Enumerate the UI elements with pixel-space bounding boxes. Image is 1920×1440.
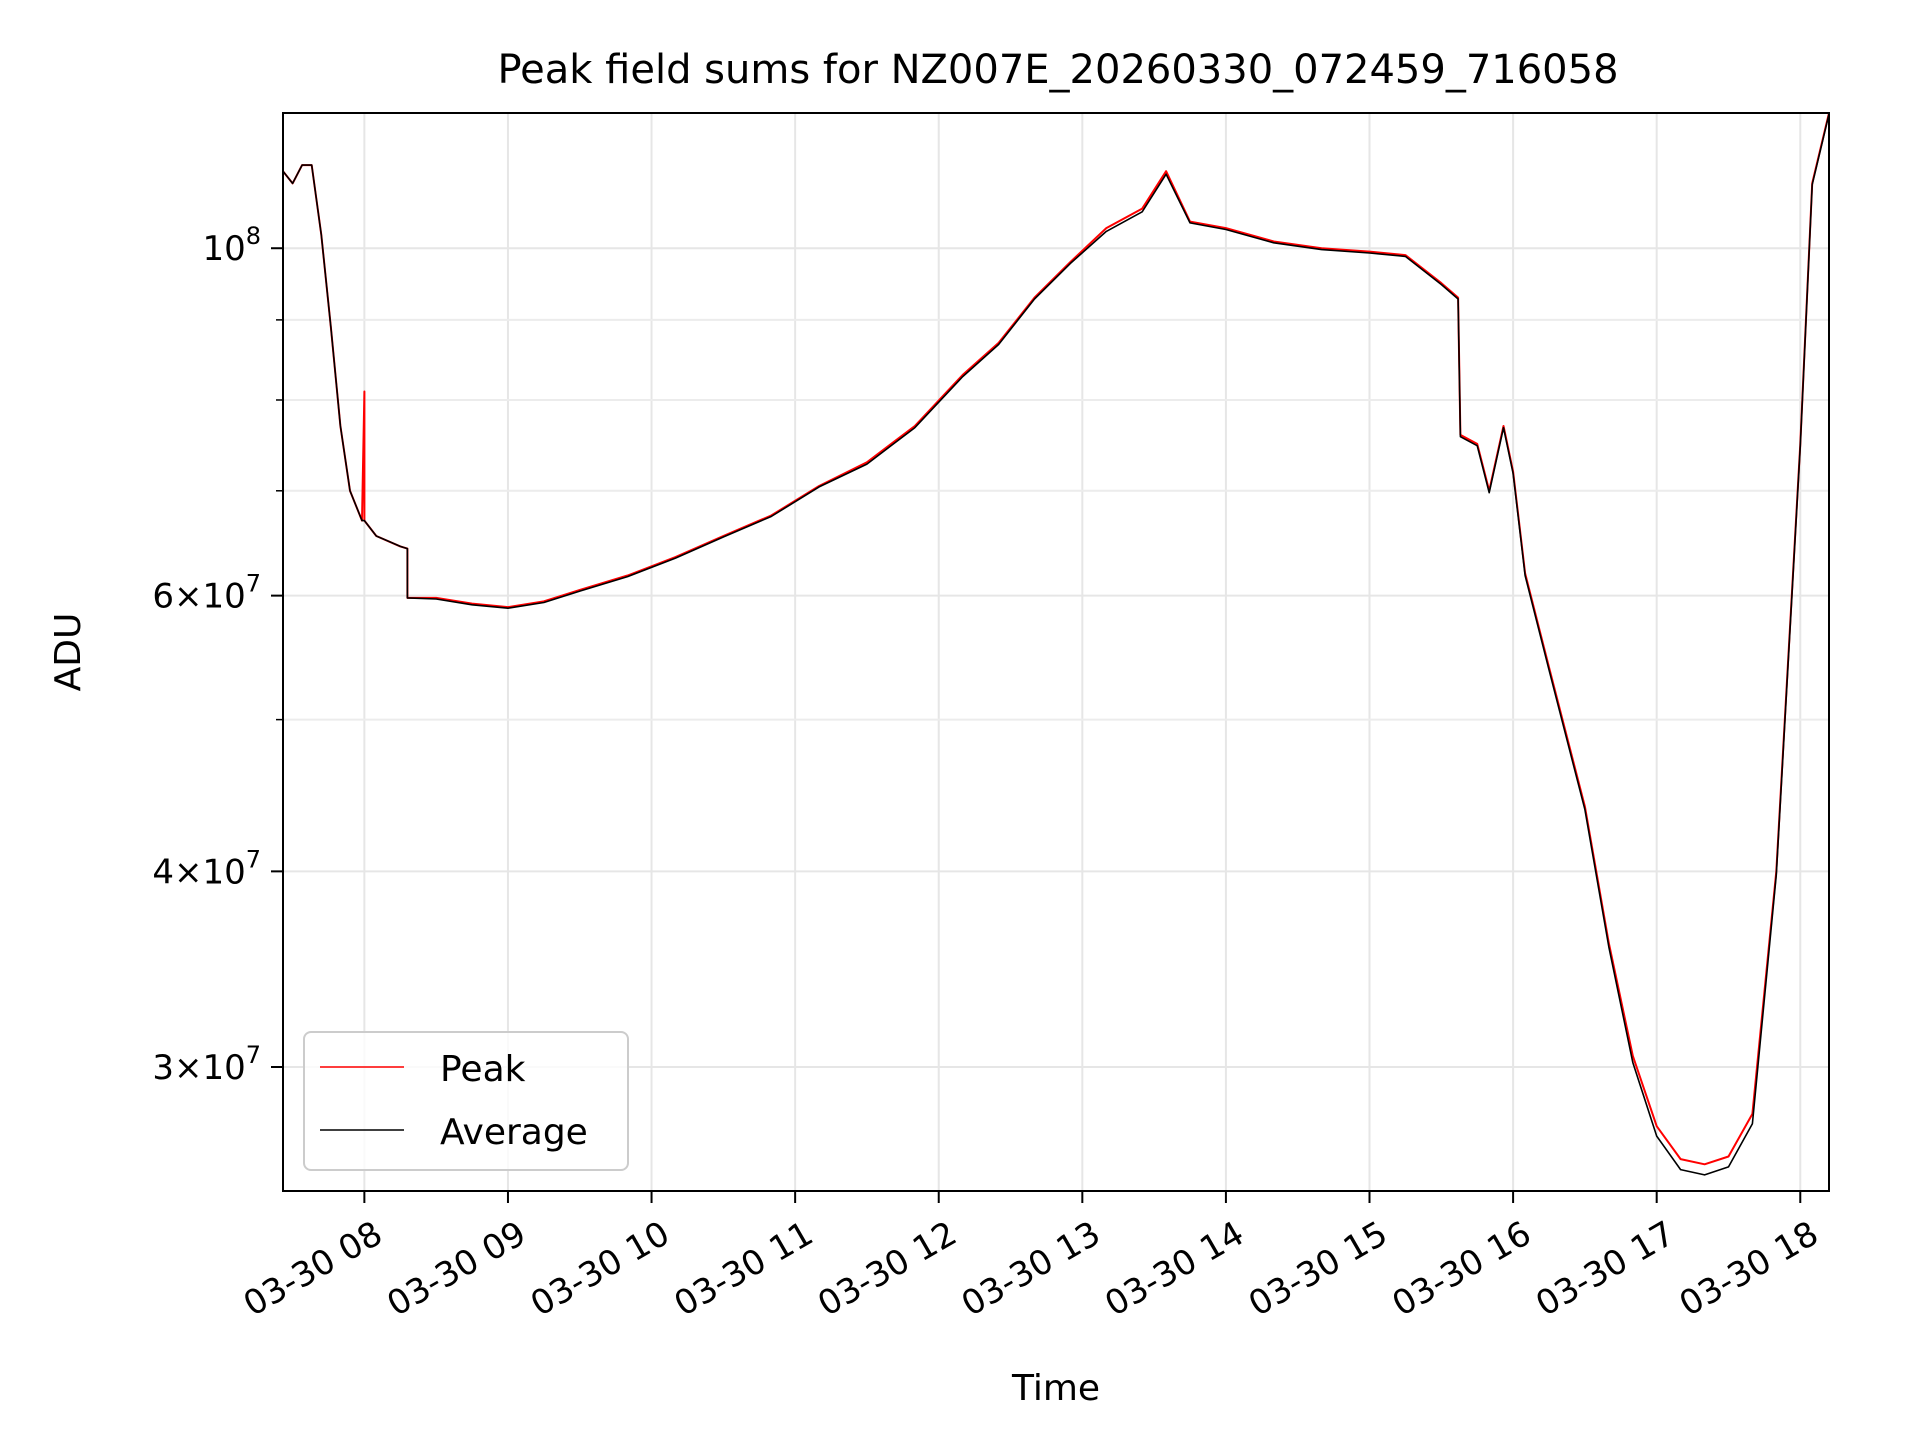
grid (283, 113, 1829, 1191)
x-axis-label: Time (1011, 1368, 1100, 1409)
y-tick-label: 6×107 (152, 570, 261, 617)
chart-title: Peak field sums for NZ007E_20260330_0724… (497, 47, 1618, 93)
y-tick-exponent: 7 (246, 1041, 261, 1069)
y-tick-mantissa: 3×10 (152, 1048, 245, 1088)
y-tick-label: 4×107 (152, 845, 261, 892)
legend-label-average: Average (440, 1112, 588, 1153)
legend-label-peak: Peak (440, 1049, 526, 1090)
y-tick-label: 3×107 (152, 1041, 261, 1088)
y-tick-exponent: 7 (246, 845, 261, 873)
plot-frame (282, 112, 1830, 1192)
plot-area (283, 113, 1829, 1176)
y-tick-mantissa: 4×10 (152, 852, 245, 892)
legend: Peak Average (303, 1031, 629, 1171)
y-tick-exponent: 8 (246, 222, 261, 250)
y-axis-label: ADU (48, 613, 89, 692)
series-line-average (283, 113, 1829, 1176)
y-tick-label: 108 (202, 222, 261, 269)
y-tick-exponent: 7 (246, 570, 261, 598)
y-tick-mantissa: 6×10 (152, 577, 245, 617)
series-layer (283, 113, 1829, 1176)
y-tick-base: 10 (202, 229, 245, 269)
